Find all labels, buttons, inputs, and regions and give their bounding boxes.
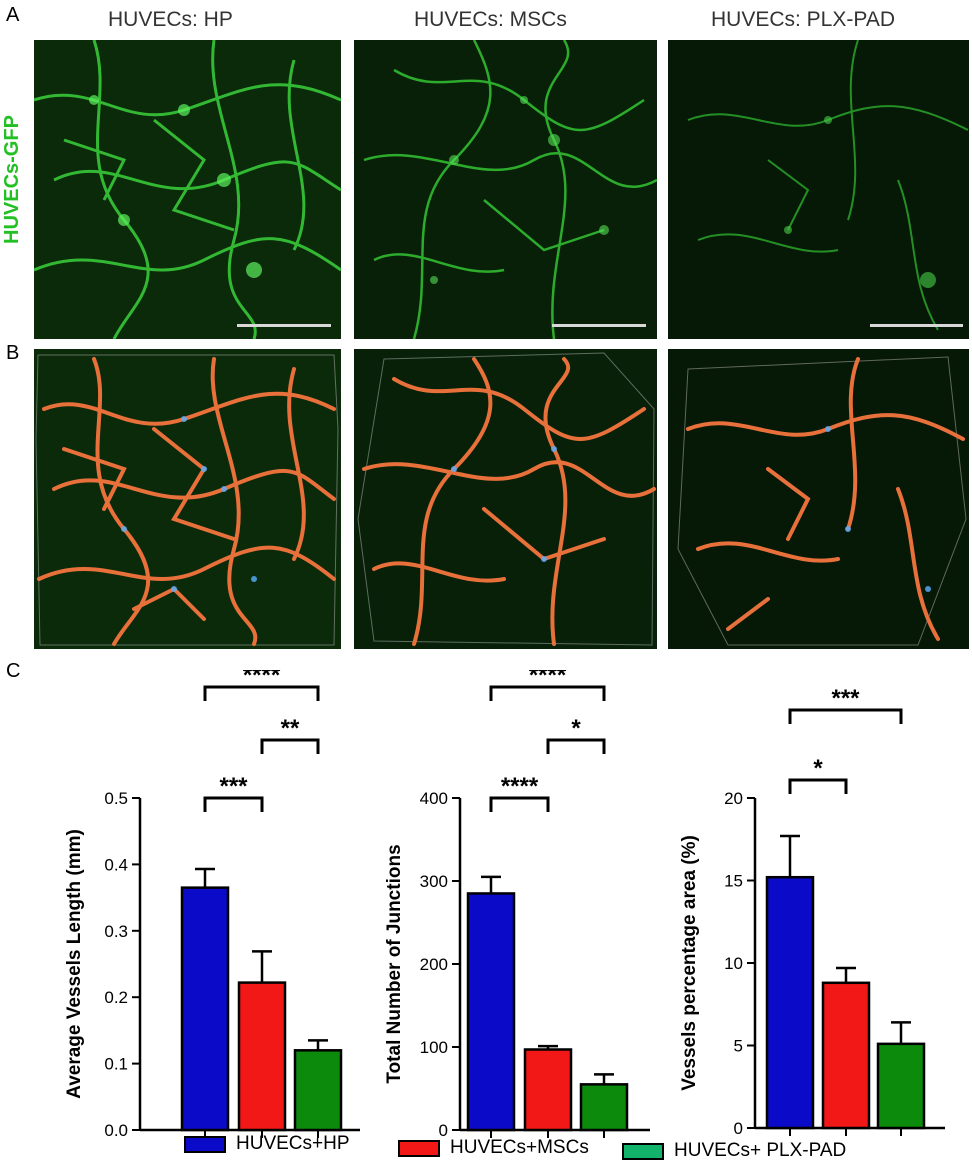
micrograph-mscs-gfp-art xyxy=(354,40,657,339)
y-tick-label: 0.2 xyxy=(104,988,128,1007)
y-tick-label: 300 xyxy=(420,872,448,891)
y-tick-label: 15 xyxy=(724,872,743,891)
scale-bar xyxy=(237,324,331,327)
scale-bar xyxy=(870,324,963,327)
chart-vessel-length: 0.0 0.1 0.2 0.3 0.4 0.5 Average Vessels Length… xyxy=(64,670,360,1140)
significance-label: ** xyxy=(281,715,300,742)
analysis-mscs-overlay xyxy=(354,349,657,649)
column-title-hp: HUVECs: HP xyxy=(108,8,233,31)
significance-label: *** xyxy=(219,773,248,800)
row-label-gfp: HUVECs-GFP xyxy=(1,115,23,244)
y-tick-label: 0.0 xyxy=(104,1121,128,1140)
panel-letter-a: A xyxy=(6,4,20,26)
y-tick-label: 10 xyxy=(724,954,743,973)
bar xyxy=(180,886,230,1132)
bar xyxy=(466,892,516,1132)
significance-bracket xyxy=(489,796,550,812)
legend-label-plxpad: HUVECs+ PLX-PAD xyxy=(674,1140,847,1161)
bar xyxy=(293,1049,343,1132)
y-tick-label: 400 xyxy=(420,789,448,808)
micrograph-plxpad-gfp xyxy=(668,40,969,339)
panel-letter-b: B xyxy=(6,342,20,364)
y-axis-label: Total Number of Junctions xyxy=(384,844,405,1083)
bar xyxy=(523,1048,573,1132)
significance-bracket xyxy=(788,778,848,794)
significance-bracket xyxy=(489,685,606,701)
column-title-plxpad: HUVECs: PLX-PAD xyxy=(711,8,895,31)
significance-label: **** xyxy=(243,670,281,689)
significance-label: * xyxy=(813,755,823,782)
y-tick-label: 0 xyxy=(734,1119,743,1138)
y-axis-label: Vessels percentage area (%) xyxy=(679,835,700,1091)
column-title-mscs: HUVECs: MSCs xyxy=(414,8,567,31)
y-axis-label: Average Vessels Length (mm) xyxy=(64,829,85,1099)
significance-bracket xyxy=(788,708,903,724)
analysis-mscs-overlay-art xyxy=(354,349,657,649)
significance-label: **** xyxy=(529,670,567,689)
significance-label: *** xyxy=(831,685,860,712)
analysis-hp-overlay-art xyxy=(34,349,341,649)
significance-label: * xyxy=(571,715,581,742)
micrograph-hp-gfp xyxy=(34,40,341,339)
bar xyxy=(876,1042,926,1130)
bar xyxy=(237,981,287,1132)
bar xyxy=(765,875,815,1130)
bar xyxy=(579,1083,629,1132)
micrograph-hp-gfp-art xyxy=(34,40,341,339)
y-tick-label: 5 xyxy=(734,1037,743,1056)
y-tick-label: 0.3 xyxy=(104,922,128,941)
legend-swatch-plxpad xyxy=(622,1142,664,1160)
micrograph-plxpad-gfp-art xyxy=(668,40,969,339)
analysis-plxpad-overlay xyxy=(668,349,969,649)
y-tick-label: 0.5 xyxy=(104,789,128,808)
significance-bracket xyxy=(260,738,320,754)
bar xyxy=(821,981,871,1130)
scale-bar xyxy=(552,324,646,327)
panel-letter-c: C xyxy=(6,660,21,682)
legend-label-hp: HUVECs+HP xyxy=(236,1133,350,1154)
y-tick-label: 0 xyxy=(439,1121,448,1140)
micrograph-mscs-gfp xyxy=(354,40,657,339)
y-tick-label: 200 xyxy=(420,955,448,974)
significance-label: **** xyxy=(501,773,539,800)
significance-bracket xyxy=(546,738,606,754)
legend-item-plxpad: HUVECs+ PLX-PAD xyxy=(622,1140,846,1162)
y-tick-label: 20 xyxy=(724,789,743,808)
legend-item-hp: HUVECs+HP xyxy=(184,1133,350,1155)
legend-swatch-hp xyxy=(184,1135,226,1153)
significance-bracket xyxy=(203,796,264,812)
y-tick-label: 0.1 xyxy=(104,1055,128,1074)
y-tick-label: 0.4 xyxy=(104,855,128,874)
legend-swatch-mscs xyxy=(398,1139,440,1157)
y-tick-label: 100 xyxy=(420,1038,448,1057)
legend-item-mscs: HUVECs+MSCs xyxy=(398,1137,589,1159)
significance-bracket xyxy=(203,685,320,701)
analysis-plxpad-overlay-art xyxy=(668,349,969,649)
analysis-hp-overlay xyxy=(34,349,341,649)
legend-label-mscs: HUVECs+MSCs xyxy=(450,1137,589,1158)
